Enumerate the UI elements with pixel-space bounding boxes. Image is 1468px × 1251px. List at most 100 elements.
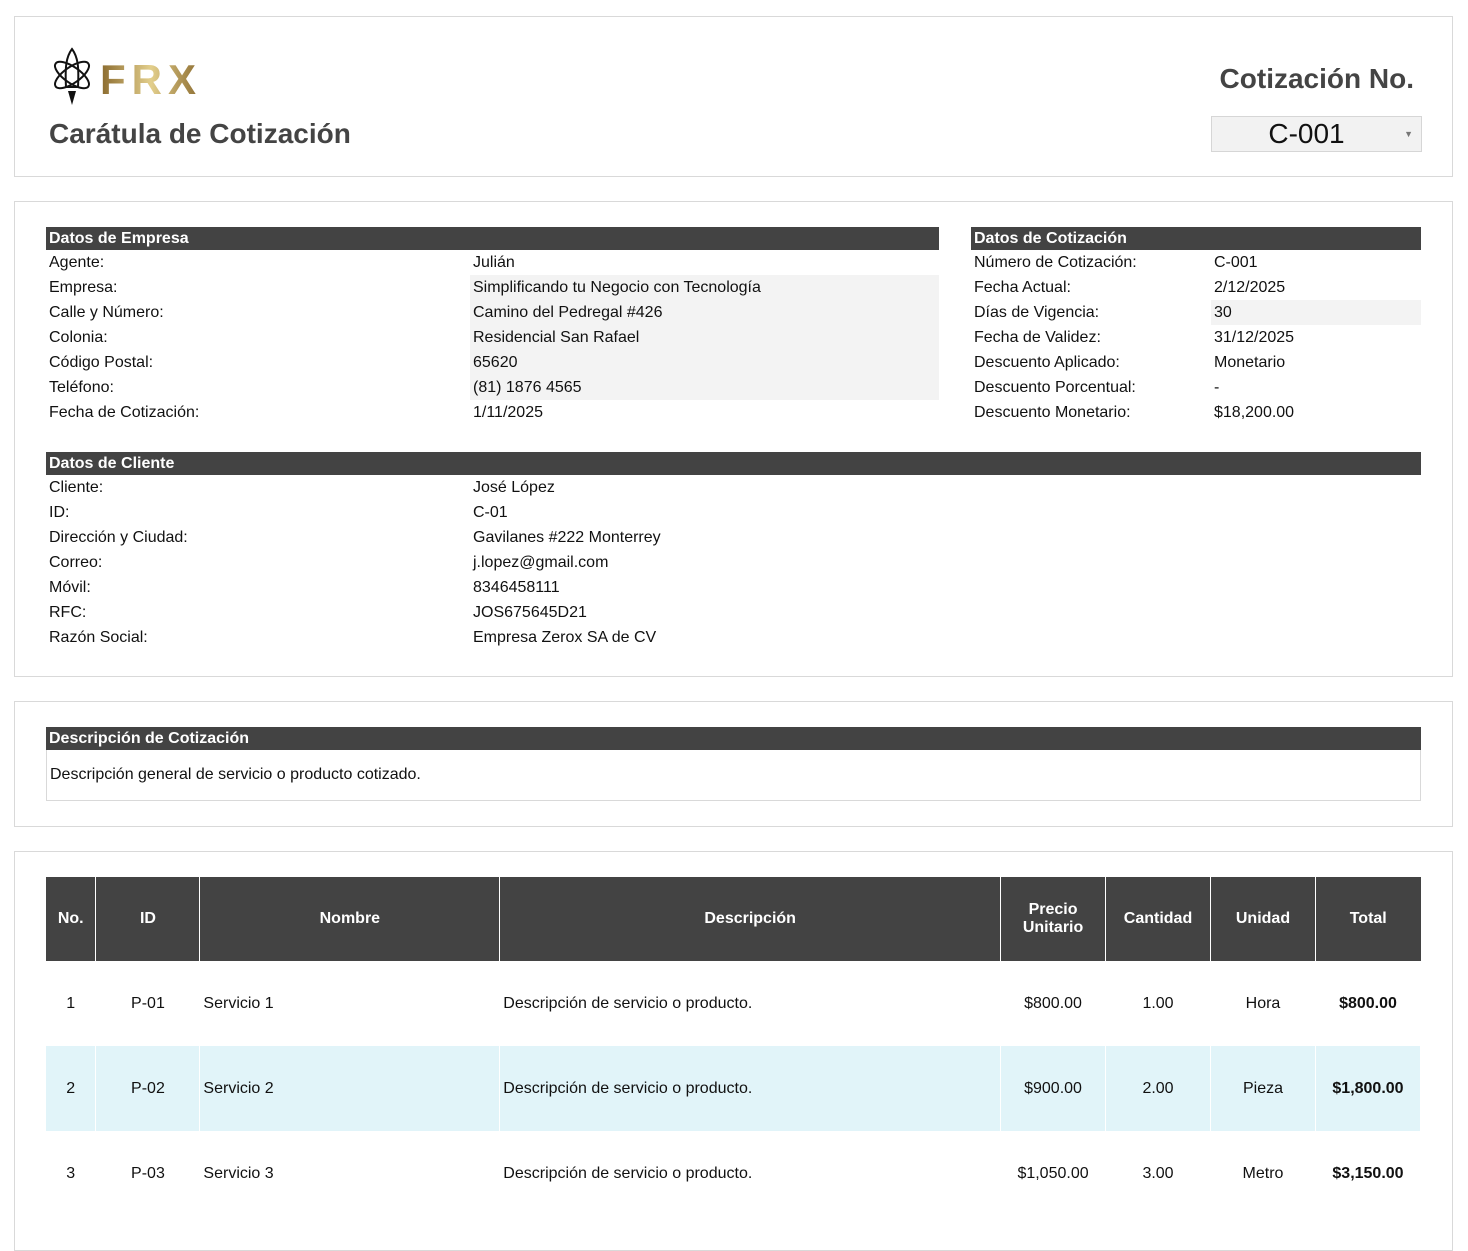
column-header: Cantidad: [1105, 877, 1211, 961]
empresa-row: Teléfono: (81) 1876 4565: [46, 375, 939, 400]
descripcion-section: Descripción de Cotización Descripción ge…: [46, 727, 1421, 801]
table-cell: P-02: [95, 1046, 201, 1131]
field-label: Fecha de Validez:: [974, 329, 1101, 346]
quote-number-label: Cotización No.: [1219, 63, 1414, 94]
table-row: 1 P-01 Servicio 1 Descripción de servicio o…: [46, 961, 1422, 1046]
table-cell: $900.00: [1000, 1046, 1107, 1131]
cliente-row: Correo: j.lopez@gmail.com: [46, 550, 1421, 575]
field-value: Residencial San Rafael: [470, 325, 939, 350]
field-value: 8346458111: [473, 579, 560, 596]
cotizacion-row: Fecha de Validez: 31/12/2025: [971, 325, 1421, 350]
rocket-atom-logo-icon: [53, 47, 91, 105]
logo-text: FRX: [100, 56, 202, 103]
field-value: JOS675645D21: [473, 604, 587, 621]
table-cell: P-03: [95, 1131, 201, 1216]
field-value: 31/12/2025: [1214, 329, 1295, 346]
column-header: Precio Unitario: [1000, 877, 1107, 961]
field-value: j.lopez@gmail.com: [473, 554, 609, 571]
field-value: C-01: [473, 504, 508, 521]
table-row: 3 P-03 Servicio 3 Descripción de servicio o…: [46, 1131, 1422, 1216]
field-value: José López: [473, 479, 555, 496]
column-header: ID: [95, 877, 201, 961]
field-value: (81) 1876 4565: [470, 375, 939, 400]
items-table: No. ID Nombre Descripción Precio Unitario Can…: [46, 877, 1422, 1216]
description-card: [14, 701, 1453, 827]
empresa-row: Agente: Julián: [46, 250, 939, 275]
field-value: 65620: [470, 350, 939, 375]
field-label: Correo:: [49, 554, 103, 571]
cliente-row: Razón Social: Empresa Zerox SA de CV: [46, 625, 1421, 650]
field-label: Teléfono:: [49, 379, 114, 396]
table-cell: 1.00: [1105, 961, 1211, 1046]
table-cell: Descripción de servicio o producto.: [499, 1131, 1002, 1216]
table-cell: Servicio 3: [199, 1131, 501, 1216]
field-label: Cliente:: [49, 479, 104, 496]
field-value: C-001: [1214, 254, 1258, 271]
field-label: Fecha Actual:: [974, 279, 1071, 296]
descripcion-heading: Descripción de Cotización: [46, 727, 1421, 750]
header-card: [14, 16, 1453, 177]
empresa-section: Datos de Empresa Agente: Julián Empresa: Si…: [46, 227, 939, 425]
field-value: Gavilanes #222 Monterrey: [473, 529, 661, 546]
field-value: 2/12/2025: [1214, 279, 1286, 296]
table-cell: 1: [46, 961, 97, 1046]
field-value: 1/11/2025: [473, 404, 543, 421]
table-cell: $1,800.00: [1315, 1046, 1422, 1131]
field-label: Empresa:: [49, 279, 118, 296]
field-value: Empresa Zerox SA de CV: [473, 629, 657, 646]
empresa-row: Fecha de Cotización: 1/11/2025: [46, 400, 939, 425]
quote-number-value: C-001: [1268, 118, 1345, 149]
field-label: RFC:: [49, 604, 87, 621]
table-cell: $800.00: [1000, 961, 1107, 1046]
cotizacion-row: Días de Vigencia: 30: [971, 300, 1421, 325]
empresa-row: Calle y Número: Camino del Pedregal #426: [46, 300, 939, 325]
column-header: No.: [46, 877, 97, 961]
chevron-down-icon: ▼: [1404, 129, 1413, 139]
table-cell: Descripción de servicio o producto.: [499, 1046, 1002, 1131]
cotizacion-row: Descuento Monetario: $18,200.00: [971, 400, 1421, 425]
empresa-row: Colonia: Residencial San Rafael: [46, 325, 939, 350]
table-cell: Servicio 2: [199, 1046, 501, 1131]
cotizacion-row: Descuento Porcentual: -: [971, 375, 1421, 400]
cliente-row: Cliente: José López: [46, 475, 1421, 500]
cotizacion-row: Número de Cotización: C-001: [971, 250, 1421, 275]
empresa-row: Código Postal: 65620: [46, 350, 939, 375]
field-label: Móvil:: [49, 579, 91, 596]
cliente-row: ID: C-01: [46, 500, 1421, 525]
cotizacion-heading: Datos de Cotización: [971, 227, 1421, 250]
table-cell: Pieza: [1210, 1046, 1316, 1131]
field-value: Camino del Pedregal #426: [470, 300, 939, 325]
column-header: Nombre: [199, 877, 501, 961]
field-label: Código Postal:: [49, 354, 154, 371]
cotizacion-section: Datos de Cotización Número de Cotización…: [971, 227, 1421, 425]
field-label: ID:: [49, 504, 70, 521]
empresa-heading: Datos de Empresa: [46, 227, 939, 250]
field-label: Calle y Número:: [49, 304, 164, 321]
cliente-heading: Datos de Cliente: [46, 452, 1421, 475]
quote-number-dropdown[interactable]: C-001 ▼: [1211, 116, 1422, 152]
page-title: Carátula de Cotización: [49, 118, 351, 149]
field-value: $18,200.00: [1214, 404, 1295, 421]
field-label: Agente:: [49, 254, 105, 271]
table-cell: $800.00: [1315, 961, 1422, 1046]
field-label: Descuento Porcentual:: [974, 379, 1136, 396]
cotizacion-row: Descuento Aplicado: Monetario: [971, 350, 1421, 375]
table-cell: Servicio 1: [199, 961, 501, 1046]
field-label: Colonia:: [49, 329, 108, 346]
column-header: Total: [1315, 877, 1421, 961]
table-row: 2 P-02 Servicio 2 Descripción de servicio o…: [46, 1046, 1422, 1131]
table-cell: P-01: [95, 961, 201, 1046]
table-cell: 2.00: [1105, 1046, 1211, 1131]
table-cell: $1,050.00: [1000, 1131, 1107, 1216]
field-label: Fecha de Cotización:: [49, 404, 200, 421]
field-value: -: [1214, 379, 1220, 396]
field-label: Razón Social:: [49, 629, 148, 646]
field-label: Descuento Aplicado:: [974, 354, 1120, 371]
field-value: 30: [1211, 300, 1421, 325]
field-label: Días de Vigencia:: [974, 304, 1100, 321]
column-header: Descripción: [499, 877, 1002, 961]
table-cell: $3,150.00: [1315, 1131, 1422, 1216]
table-cell: Descripción de servicio o producto.: [499, 961, 1002, 1046]
table-cell: 3.00: [1105, 1131, 1211, 1216]
field-label: Descuento Monetario:: [974, 404, 1131, 421]
